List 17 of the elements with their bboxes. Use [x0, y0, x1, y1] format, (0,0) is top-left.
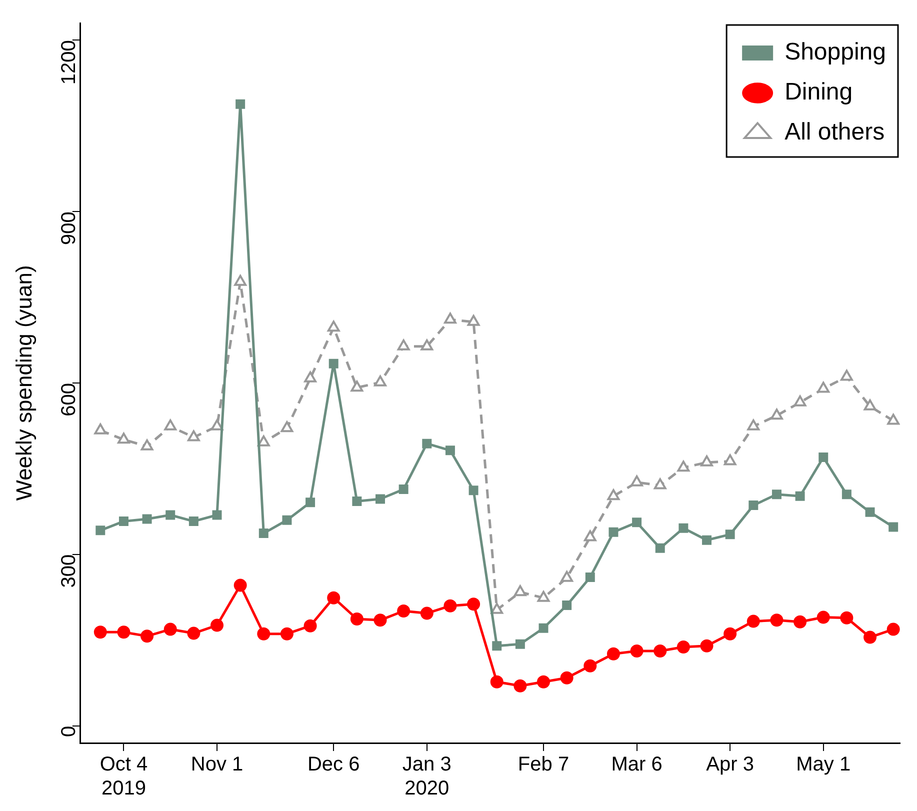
y-tick-label: 0	[58, 726, 80, 737]
y-tick-label: 600	[58, 383, 80, 416]
legend-label: Dining	[784, 78, 853, 106]
x-tick-label: Oct 4 2019	[100, 754, 148, 800]
x-tick-label: Dec 6	[307, 754, 360, 776]
x-tick-label: Feb 7	[518, 754, 570, 776]
x-tick-label: Jan 3 2020	[402, 754, 452, 800]
legend-label: Shopping	[784, 38, 886, 66]
x-tick-label: Mar 6	[611, 754, 662, 776]
x-tick-label: May 1	[796, 754, 851, 776]
y-tick-label: 1200	[58, 40, 80, 85]
y-tick-label: 300	[58, 554, 80, 588]
legend-label: All others	[784, 118, 885, 146]
x-tick-label: Nov 1	[190, 754, 244, 776]
y-axis-title: Weekly spending (yuan)	[11, 265, 36, 501]
x-tick-label: Apr 3	[706, 754, 754, 776]
y-tick-label: 900	[58, 212, 80, 245]
